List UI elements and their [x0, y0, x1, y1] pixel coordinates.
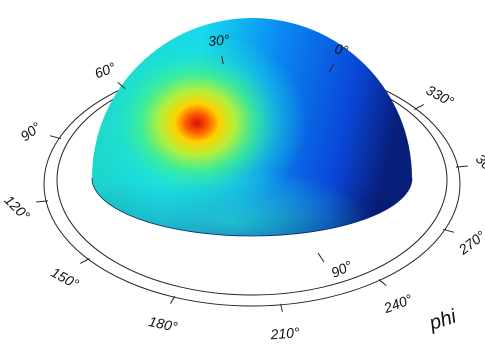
phi-tick-label-60: 60° — [92, 59, 118, 82]
hemisphere-surface — [91, 18, 413, 237]
phi-tick-label-150: 150° — [49, 264, 82, 292]
phi-axis-label: phi — [426, 305, 460, 335]
phi-tick-0 — [328, 64, 335, 73]
phi-tick-label-300: 300° — [473, 151, 485, 183]
phi-tick-30 — [221, 56, 224, 65]
phi-tick-330 — [414, 104, 425, 110]
phi-tick-300 — [455, 165, 468, 168]
phi-tick-label-210: 210° — [269, 324, 300, 342]
dome-equator — [91, 177, 413, 237]
phi-tick-label-270: 270° — [455, 227, 485, 258]
phi-tick-label-120: 120° — [1, 192, 33, 224]
phi-tick-270 — [442, 228, 455, 233]
phi-tick-210 — [280, 303, 283, 312]
dome-rim-shade — [92, 18, 412, 236]
phi-tick-label-330: 330° — [424, 82, 457, 110]
theta-tick-90 — [317, 252, 325, 263]
phi-tick-label-240: 240° — [381, 291, 415, 317]
phi-ticks — [36, 56, 468, 312]
phi-tick-180 — [169, 295, 176, 304]
phi-tick-label-0: 0° — [333, 40, 350, 59]
phi-tick-60 — [117, 81, 126, 90]
phi-tick-150 — [79, 258, 90, 264]
phi-tick-240 — [378, 278, 387, 287]
phi-tick-120 — [36, 200, 49, 203]
phi-tick-90 — [49, 135, 62, 140]
phi-tick-label-30: 30° — [208, 31, 231, 49]
phi-tick-label-90: 90° — [17, 118, 44, 144]
phi-tick-label-180: 180° — [147, 313, 179, 335]
